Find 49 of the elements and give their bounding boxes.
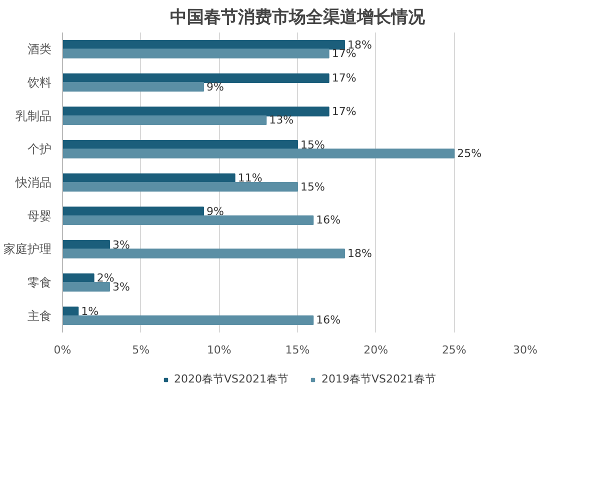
bar [62, 206, 204, 216]
legend-label: 2019春节VS2021春节 [322, 372, 436, 386]
bar [62, 215, 314, 225]
data-label: 15% [300, 180, 325, 194]
x-tick-label: 20% [364, 344, 388, 356]
bar [62, 315, 314, 325]
y-tick-label: 家庭护理 [4, 242, 52, 256]
bar [62, 82, 204, 92]
bar [62, 182, 298, 192]
data-label: 17% [332, 105, 356, 118]
x-tick-label: 25% [442, 344, 466, 356]
x-tick-label: 5% [132, 344, 150, 356]
data-label: 17% [332, 72, 356, 85]
x-tick-label: 10% [206, 344, 232, 356]
data-label: 2% [96, 272, 114, 285]
data-label: 16% [316, 314, 341, 327]
chart-title: 中国春节消费市场全渠道增长情况 [170, 8, 426, 28]
x-tick-label: 30% [513, 344, 538, 356]
data-label: 11% [238, 172, 262, 185]
data-label: 13% [269, 114, 294, 127]
legend-label: 2020春节VS2021春节 [174, 372, 288, 386]
data-label: 18% [348, 247, 372, 260]
data-label: 25% [457, 147, 482, 160]
data-label: 9% [206, 205, 224, 218]
bar [62, 106, 330, 116]
y-tick-label: 零食 [28, 276, 52, 290]
y-tick-label: 个护 [28, 142, 52, 156]
bar [62, 282, 110, 292]
y-tick-label: 饮料 [26, 76, 52, 90]
bar [62, 148, 455, 158]
bar [62, 73, 330, 83]
y-tick-label: 主食 [28, 308, 52, 323]
x-tick-label: 15% [285, 344, 310, 356]
x-tick-label: 0% [54, 344, 72, 356]
y-tick-label: 乳制品 [16, 108, 52, 123]
y-tick-label: 酒类 [28, 42, 52, 56]
data-label: 17% [332, 47, 356, 60]
bar [62, 48, 330, 58]
y-tick-label: 快消品 [14, 176, 52, 190]
bar [62, 248, 345, 258]
data-label: 1% [81, 305, 99, 318]
bar [62, 306, 79, 316]
data-label: 9% [206, 80, 224, 94]
bar [62, 115, 267, 125]
data-label: 15% [300, 138, 325, 152]
data-label: 3% [112, 238, 130, 252]
y-tick-label: 母婴 [28, 208, 52, 223]
data-label: 16% [316, 214, 341, 227]
data-label: 3% [112, 280, 130, 294]
